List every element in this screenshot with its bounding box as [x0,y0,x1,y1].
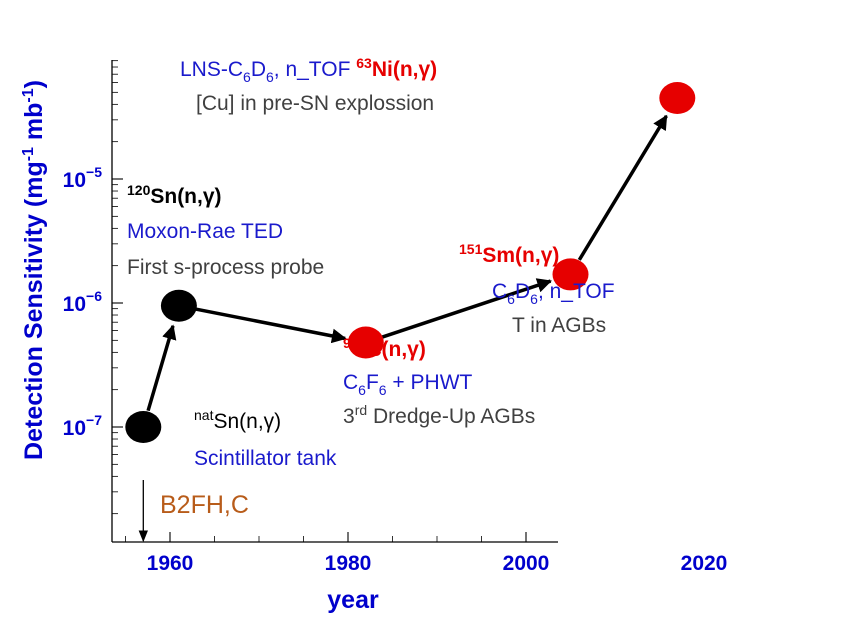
svg-text:T in AGBs: T in AGBs [512,314,606,337]
data-point [659,82,696,115]
data-point [160,289,197,322]
x-axis-title: year [327,586,379,614]
svg-text:LNS-C6D6, n_TOF 63Ni(n,γ): LNS-C6D6, n_TOF 63Ni(n,γ) [180,55,437,85]
annotation-natsn: natSn(n,γ) Scintillator tank [194,407,337,470]
svg-text:120Sn(n,γ): 120Sn(n,γ) [127,182,222,208]
annotation-tc99: 99Tc(n,γ) C6F6 + PHWT 3rd Dredge-Up AGBs [343,335,535,428]
svg-text:Scintillator tank: Scintillator tank [194,447,337,470]
arrow [195,307,347,344]
svg-text:C6D6, n_TOF: C6D6, n_TOF [492,280,615,307]
arrow [146,324,177,412]
svg-text:C6F6 + PHWT: C6F6 + PHWT [343,371,473,398]
data-point [125,411,162,443]
y-axis-title: Detection Sensitivity (mg-1 mb-1) [20,80,48,460]
annotation-sn120: 120Sn(n,γ) Moxon-Rae TED First s-process… [127,182,324,279]
data-points [125,82,696,443]
arrow [577,114,668,261]
data-point [347,326,384,359]
svg-text:First s-process probe: First s-process probe [127,256,324,279]
x-tick-label: 1980 [325,552,372,575]
svg-text:99Tc(n,γ): 99Tc(n,γ) [343,335,426,361]
data-point [552,258,589,291]
y-tick-label: 10−6 [63,288,103,316]
y-tick-label: 10−5 [63,164,103,192]
svg-text:[Cu] in pre-SN explossion: [Cu] in pre-SN explossion [196,92,434,115]
svg-text:3rd Dredge-Up AGBs: 3rd Dredge-Up AGBs [343,402,535,428]
x-tick-label: 1960 [147,552,194,575]
y-tick-label: 10−7 [63,412,103,440]
svg-text:natSn(n,γ): natSn(n,γ) [194,407,281,433]
x-tick-label: 2000 [503,552,550,575]
x-ticks: 1960 1980 2000 2020 [125,532,728,575]
svg-text:151Sm(n,γ): 151Sm(n,γ) [459,241,559,267]
axes [111,60,558,543]
x-tick-label: 2020 [681,552,728,575]
arrows [146,114,668,412]
b2fh-label: B2FH,C [160,491,249,519]
arrow [381,278,552,339]
annotation-sm151: 151Sm(n,γ) C6D6, n_TOF T in AGBs [459,241,615,337]
svg-text:Moxon-Rae TED: Moxon-Rae TED [127,220,283,243]
y-ticks: 10−7 10−6 10−5 [63,60,123,515]
annotation-ni63: LNS-C6D6, n_TOF 63Ni(n,γ) [Cu] in pre-SN… [180,55,437,115]
